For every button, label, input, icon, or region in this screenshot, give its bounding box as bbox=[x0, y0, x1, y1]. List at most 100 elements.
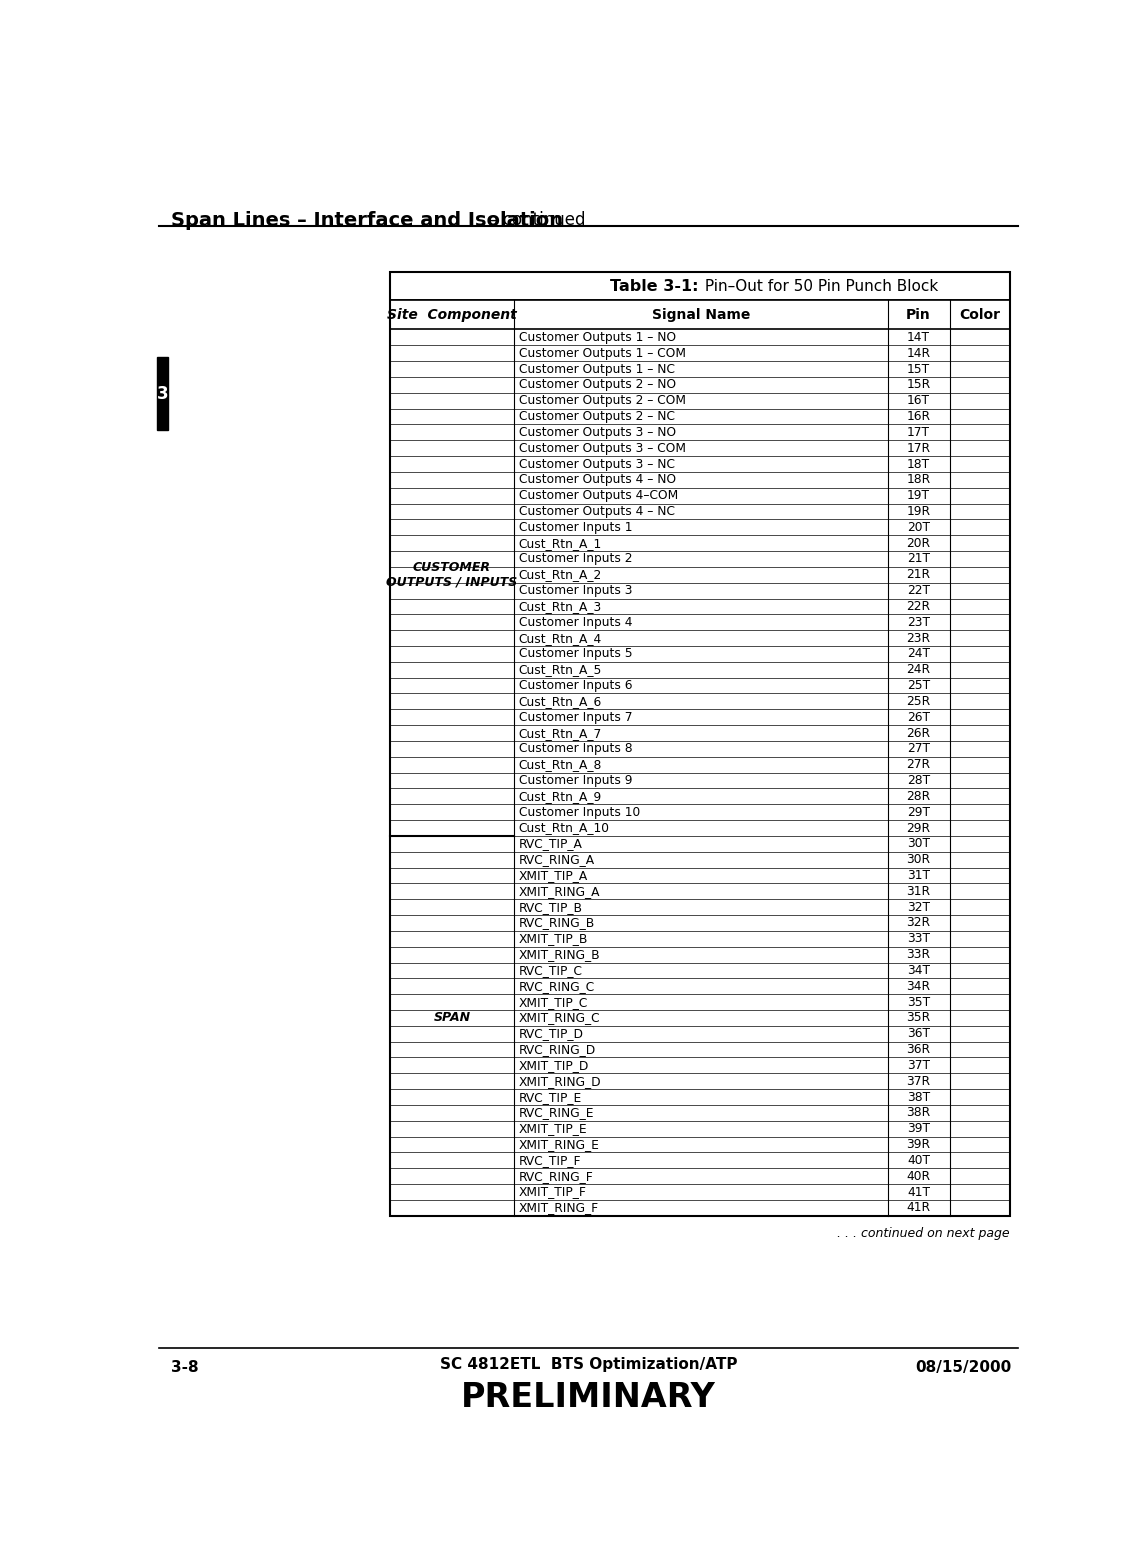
Text: RVC_TIP_B: RVC_TIP_B bbox=[519, 900, 582, 914]
Text: SPAN: SPAN bbox=[434, 1011, 471, 1025]
Text: 37R: 37R bbox=[907, 1075, 931, 1088]
Text: RVC_RING_C: RVC_RING_C bbox=[519, 980, 595, 992]
Bar bbox=[390, 300, 1010, 330]
Text: XMIT_TIP_B: XMIT_TIP_B bbox=[519, 933, 588, 945]
Text: 25R: 25R bbox=[907, 695, 931, 707]
Text: Customer Inputs 4: Customer Inputs 4 bbox=[519, 615, 633, 629]
Text: Cust_Rtn_A_7: Cust_Rtn_A_7 bbox=[519, 726, 602, 740]
Text: 21T: 21T bbox=[907, 552, 930, 565]
Text: XMIT_RING_F: XMIT_RING_F bbox=[519, 1202, 599, 1214]
Text: Customer Inputs 7: Customer Inputs 7 bbox=[519, 711, 633, 723]
Text: . . . continued on next page: . . . continued on next page bbox=[837, 1227, 1010, 1241]
Text: Cust_Rtn_A_4: Cust_Rtn_A_4 bbox=[519, 632, 602, 645]
Text: Customer Outputs 4 – NO: Customer Outputs 4 – NO bbox=[519, 473, 676, 487]
Text: 16R: 16R bbox=[907, 410, 931, 423]
Text: 31R: 31R bbox=[907, 884, 931, 898]
Text: 32R: 32R bbox=[907, 917, 931, 930]
Text: 36R: 36R bbox=[907, 1044, 931, 1056]
Text: 3-8: 3-8 bbox=[171, 1360, 199, 1374]
Text: XMIT_RING_E: XMIT_RING_E bbox=[519, 1138, 599, 1150]
Text: 24T: 24T bbox=[907, 648, 930, 660]
Text: 29R: 29R bbox=[907, 822, 931, 834]
Text: Color: Color bbox=[960, 308, 1000, 322]
Text: Cust_Rtn_A_3: Cust_Rtn_A_3 bbox=[519, 599, 602, 613]
Text: Customer Inputs 5: Customer Inputs 5 bbox=[519, 648, 633, 660]
Text: RVC_TIP_C: RVC_TIP_C bbox=[519, 964, 582, 977]
Text: XMIT_RING_A: XMIT_RING_A bbox=[519, 884, 600, 898]
Text: 39T: 39T bbox=[907, 1122, 930, 1135]
Text: Cust_Rtn_A_1: Cust_Rtn_A_1 bbox=[519, 537, 602, 549]
Text: 22T: 22T bbox=[907, 584, 930, 598]
Text: – continued: – continued bbox=[484, 211, 585, 228]
Text: 41T: 41T bbox=[907, 1186, 930, 1199]
Text: Cust_Rtn_A_5: Cust_Rtn_A_5 bbox=[519, 664, 602, 676]
Text: 3: 3 bbox=[157, 385, 169, 402]
Text: 18T: 18T bbox=[907, 457, 930, 471]
Text: 31T: 31T bbox=[907, 869, 930, 883]
Text: Customer Outputs 2 – NO: Customer Outputs 2 – NO bbox=[519, 379, 676, 391]
Text: XMIT_TIP_E: XMIT_TIP_E bbox=[519, 1122, 588, 1135]
Text: 20R: 20R bbox=[907, 537, 931, 549]
Text: 36T: 36T bbox=[907, 1027, 930, 1041]
Text: Signal Name: Signal Name bbox=[652, 308, 750, 322]
Text: RVC_TIP_D: RVC_TIP_D bbox=[519, 1027, 583, 1041]
Text: RVC_RING_B: RVC_RING_B bbox=[519, 917, 595, 930]
Bar bbox=[157, 357, 169, 430]
Text: 27R: 27R bbox=[907, 757, 931, 772]
Text: 14R: 14R bbox=[907, 347, 931, 360]
Text: 15R: 15R bbox=[907, 379, 931, 391]
Text: RVC_RING_D: RVC_RING_D bbox=[519, 1044, 596, 1056]
Text: 41R: 41R bbox=[907, 1202, 931, 1214]
Text: RVC_TIP_F: RVC_TIP_F bbox=[519, 1153, 581, 1167]
Text: 32T: 32T bbox=[907, 900, 930, 914]
Text: 39R: 39R bbox=[907, 1138, 931, 1150]
Text: RVC_RING_F: RVC_RING_F bbox=[519, 1169, 594, 1183]
Text: 20T: 20T bbox=[907, 521, 930, 534]
Text: Customer Outputs 1 – NO: Customer Outputs 1 – NO bbox=[519, 330, 676, 344]
Text: RVC_TIP_E: RVC_TIP_E bbox=[519, 1091, 582, 1103]
Text: 38R: 38R bbox=[907, 1106, 931, 1119]
Text: 17R: 17R bbox=[907, 441, 931, 455]
Text: 34R: 34R bbox=[907, 980, 931, 992]
Text: 19T: 19T bbox=[907, 490, 930, 502]
Text: 35T: 35T bbox=[907, 995, 930, 1008]
Text: 40T: 40T bbox=[907, 1153, 930, 1167]
Text: 34T: 34T bbox=[907, 964, 930, 977]
Text: 14T: 14T bbox=[907, 330, 930, 344]
Text: 25T: 25T bbox=[907, 679, 930, 692]
Text: Customer Outputs 4 – NC: Customer Outputs 4 – NC bbox=[519, 505, 675, 518]
Text: 15T: 15T bbox=[907, 363, 930, 376]
Text: 37T: 37T bbox=[907, 1060, 930, 1072]
Text: 30T: 30T bbox=[907, 837, 930, 850]
Text: Site  Component: Site Component bbox=[387, 308, 517, 322]
Text: 19R: 19R bbox=[907, 505, 931, 518]
Text: Customer Outputs 2 – COM: Customer Outputs 2 – COM bbox=[519, 394, 685, 407]
Text: Customer Outputs 2 – NC: Customer Outputs 2 – NC bbox=[519, 410, 675, 423]
Text: 24R: 24R bbox=[907, 664, 931, 676]
Text: 28T: 28T bbox=[907, 775, 930, 787]
Text: 23T: 23T bbox=[907, 615, 930, 629]
Text: 16T: 16T bbox=[907, 394, 930, 407]
Text: 33T: 33T bbox=[907, 933, 930, 945]
Text: 27T: 27T bbox=[907, 742, 930, 756]
Text: RVC_RING_A: RVC_RING_A bbox=[519, 853, 595, 865]
Text: 17T: 17T bbox=[907, 426, 930, 438]
Text: Pin: Pin bbox=[906, 308, 931, 322]
Text: 23R: 23R bbox=[907, 632, 931, 645]
Text: XMIT_RING_D: XMIT_RING_D bbox=[519, 1075, 602, 1088]
Text: Customer Inputs 6: Customer Inputs 6 bbox=[519, 679, 633, 692]
Text: CUSTOMER
OUTPUTS / INPUTS: CUSTOMER OUTPUTS / INPUTS bbox=[387, 560, 518, 588]
Text: Customer Outputs 3 – NO: Customer Outputs 3 – NO bbox=[519, 426, 676, 438]
Text: XMIT_RING_B: XMIT_RING_B bbox=[519, 948, 600, 961]
Text: Span Lines – Interface and Isolation: Span Lines – Interface and Isolation bbox=[171, 211, 563, 230]
Text: Table 3-1:: Table 3-1: bbox=[610, 279, 698, 294]
Text: Pin–Out for 50 Pin Punch Block: Pin–Out for 50 Pin Punch Block bbox=[700, 279, 938, 294]
Text: SC 4812ETL  BTS Optimization/ATP: SC 4812ETL BTS Optimization/ATP bbox=[440, 1357, 737, 1373]
Text: Customer Inputs 1: Customer Inputs 1 bbox=[519, 521, 633, 534]
Text: Cust_Rtn_A_9: Cust_Rtn_A_9 bbox=[519, 790, 602, 803]
Text: 28R: 28R bbox=[907, 790, 931, 803]
Text: 30R: 30R bbox=[907, 853, 931, 865]
Text: Customer Inputs 10: Customer Inputs 10 bbox=[519, 806, 639, 818]
Bar bbox=[390, 272, 1010, 1216]
Text: 29T: 29T bbox=[907, 806, 930, 818]
